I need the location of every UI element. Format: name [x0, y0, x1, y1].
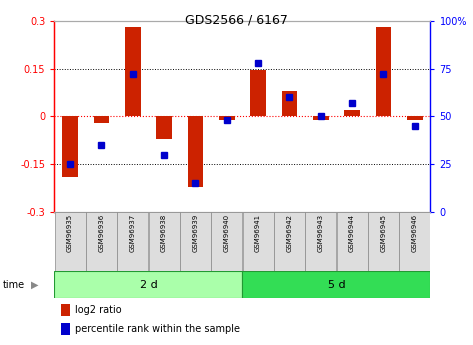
Text: percentile rank within the sample: percentile rank within the sample	[75, 324, 240, 334]
Bar	[211, 212, 242, 271]
Bar	[407, 117, 422, 120]
Text: GSM96937: GSM96937	[130, 214, 136, 252]
Bar	[305, 212, 336, 271]
Text: log2 ratio: log2 ratio	[75, 305, 122, 315]
Bar	[117, 212, 148, 271]
Text: GSM96944: GSM96944	[349, 214, 355, 252]
Text: time: time	[2, 280, 25, 289]
Bar	[281, 91, 297, 117]
Bar	[274, 212, 305, 271]
Bar	[243, 271, 430, 298]
Text: GSM96941: GSM96941	[255, 214, 261, 252]
Text: GSM96936: GSM96936	[98, 214, 105, 252]
Text: GSM96935: GSM96935	[67, 214, 73, 252]
Bar	[125, 27, 140, 117]
Text: GSM96946: GSM96946	[412, 214, 418, 252]
Bar	[149, 212, 180, 271]
Bar	[188, 117, 203, 187]
Bar	[94, 117, 109, 123]
Bar	[337, 212, 368, 271]
Text: 5 d: 5 d	[328, 280, 345, 289]
Text: GDS2566 / 6167: GDS2566 / 6167	[185, 14, 288, 27]
Bar	[156, 117, 172, 139]
Text: GSM96945: GSM96945	[380, 214, 386, 252]
Text: GSM96940: GSM96940	[224, 214, 230, 252]
Bar	[180, 212, 211, 271]
Text: ▶: ▶	[31, 280, 39, 289]
Bar	[86, 212, 117, 271]
Bar	[243, 212, 273, 271]
Bar	[313, 117, 329, 120]
Text: 2 d: 2 d	[140, 280, 158, 289]
Bar	[368, 212, 399, 271]
Text: GSM96938: GSM96938	[161, 214, 167, 252]
Bar	[62, 117, 78, 177]
Text: GSM96942: GSM96942	[287, 214, 292, 252]
Bar	[344, 110, 360, 117]
Text: GSM96943: GSM96943	[318, 214, 324, 252]
Text: GSM96939: GSM96939	[193, 214, 198, 252]
Bar	[219, 117, 235, 120]
Bar	[250, 70, 266, 117]
Bar	[376, 27, 391, 117]
Bar	[54, 212, 86, 271]
Bar	[399, 212, 430, 271]
Bar	[54, 271, 243, 298]
